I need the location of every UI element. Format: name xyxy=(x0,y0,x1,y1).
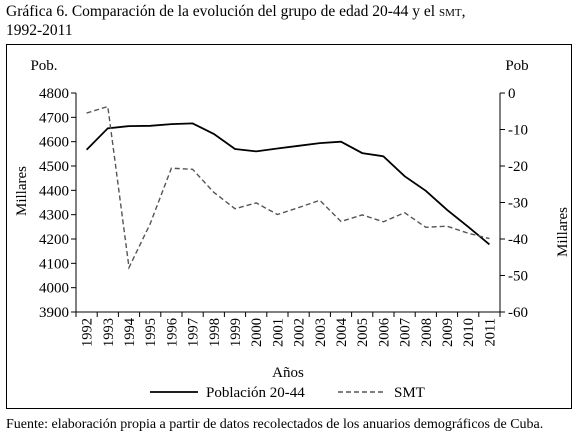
right-tick-label: -40 xyxy=(508,232,528,248)
chart-title: Gráfica 6. Comparación de la evolución d… xyxy=(6,2,576,40)
x-tick-label: 2004 xyxy=(334,317,350,347)
x-tick-label: 2001 xyxy=(270,318,286,347)
left-tick-label: 4300 xyxy=(39,208,69,224)
x-tick-label: 2008 xyxy=(419,318,435,347)
left-tick-label: 4200 xyxy=(39,232,69,248)
left-tick-label: 4100 xyxy=(39,256,69,272)
right-tick-label: -50 xyxy=(508,269,528,285)
source-note: Fuente: elaboración propia a partir de d… xyxy=(6,417,544,432)
title-smt: SMT xyxy=(439,3,462,20)
x-tick-label: 1993 xyxy=(101,318,117,347)
left-tick-label: 4000 xyxy=(39,281,69,297)
left-tick-label: 3900 xyxy=(39,305,69,321)
right-axis-label: Millares xyxy=(555,207,571,257)
left-tick-label: 4800 xyxy=(39,86,69,102)
x-tick-label: 1994 xyxy=(122,317,138,347)
x-tick-label: 1995 xyxy=(143,318,159,347)
left-tick-label: 4400 xyxy=(39,183,69,199)
series-line-0 xyxy=(85,122,490,246)
left-tick-label: 4600 xyxy=(39,135,69,151)
x-tick-label: 2000 xyxy=(249,318,265,347)
chart-frame xyxy=(6,44,572,409)
legend-label-1: SMT xyxy=(394,385,425,401)
x-tick-label: 1998 xyxy=(207,318,223,347)
x-tick-label: 2006 xyxy=(376,318,392,347)
left-tick-label: 4500 xyxy=(39,159,69,175)
title-years: 1992-2011 xyxy=(6,22,73,39)
right-tick-label: 0 xyxy=(508,86,516,102)
right-tick-label: -10 xyxy=(508,123,528,139)
title-suffix: , xyxy=(461,3,466,20)
x-tick-label: 2010 xyxy=(461,318,477,347)
x-tick-label: 2011 xyxy=(482,318,498,346)
title-text: Gráfica 6. Comparación de la evolución d… xyxy=(6,3,439,20)
x-tick-label: 1992 xyxy=(80,318,96,347)
series-line-1 xyxy=(86,105,490,270)
right-tick-label: -20 xyxy=(508,159,528,175)
left-tick-label: 4700 xyxy=(39,110,69,126)
left-axis-header: Pob. xyxy=(30,58,57,74)
x-tick-label: 2002 xyxy=(292,318,308,347)
legend-label-0: Población 20-44 xyxy=(206,385,305,401)
right-tick-label: -60 xyxy=(508,305,528,321)
left-axis-label: Millares xyxy=(14,166,30,216)
x-tick-label: 1999 xyxy=(228,318,244,347)
x-tick-label: 1996 xyxy=(164,318,180,347)
right-axis-header: Pob xyxy=(505,58,528,74)
x-tick-label: 2009 xyxy=(440,318,456,347)
x-tick-label: 1997 xyxy=(186,318,202,347)
x-axis-label: Años xyxy=(272,365,304,381)
right-tick-label: -30 xyxy=(508,196,528,212)
x-tick-label: 2007 xyxy=(398,318,414,347)
x-tick-label: 2005 xyxy=(355,318,371,347)
x-tick-label: 2003 xyxy=(313,318,329,347)
